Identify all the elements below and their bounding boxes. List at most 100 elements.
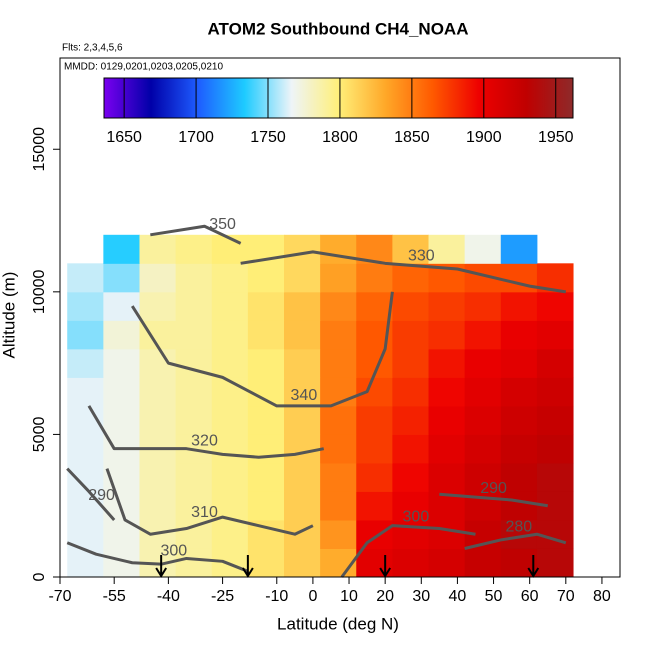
profile-arrow (527, 555, 540, 578)
heat-cell (536, 434, 574, 464)
heat-cell (211, 291, 249, 321)
heat-cell (211, 348, 249, 378)
heat-cell (464, 348, 502, 378)
heat-cell (211, 462, 249, 492)
heat-cell (247, 263, 285, 293)
heat-cell (392, 234, 430, 264)
heat-cell (175, 234, 213, 264)
subtitle: Flts: 2,3,4,5,6 (62, 43, 123, 54)
heat-cell (211, 263, 249, 293)
heat-cell (320, 263, 357, 293)
heat-cell (211, 491, 249, 521)
profile-arrow (242, 555, 254, 578)
heat-cell (392, 462, 430, 492)
heat-cell (356, 291, 393, 321)
y-tick-label: 5000 (31, 417, 48, 453)
heat-cell (175, 548, 213, 578)
x-tick-label: -10 (265, 588, 288, 605)
heat-cell (428, 548, 466, 578)
overlay: 300 310 320 340 330 350 290 290 300 280 (66, 216, 567, 578)
heat-cell (536, 405, 574, 435)
heat-cell (247, 434, 285, 464)
heat-cell (428, 462, 466, 492)
heat-cell (392, 405, 430, 435)
contour-label: 320 (191, 433, 218, 450)
x-tick-label: -40 (157, 588, 180, 605)
heat-cell (320, 434, 357, 464)
contour-line (150, 224, 242, 245)
heat-cell (356, 462, 393, 492)
heat-cell (284, 491, 321, 521)
heat-cell (464, 234, 502, 264)
heat-cell (175, 291, 213, 321)
contour-line (439, 492, 548, 508)
contour-line (130, 291, 394, 408)
heat-cell (284, 291, 321, 321)
x-tick-label: 0 (308, 588, 317, 605)
heat-cell (247, 548, 285, 578)
y-tick-label: 0 (31, 572, 48, 581)
heat-cell (464, 320, 502, 350)
colorbar-tick-label: 1950 (538, 129, 574, 146)
heat-cell (536, 320, 574, 350)
heat-cell (284, 234, 321, 264)
heat-cell (247, 405, 285, 435)
heat-cell (392, 491, 430, 521)
heat-cell (284, 434, 321, 464)
contour-line (87, 405, 325, 459)
heat-cell (139, 234, 177, 264)
heat-cell (103, 263, 140, 293)
heat-cell (536, 291, 574, 321)
x-tick-label: 10 (340, 588, 358, 605)
contour-label: 290 (88, 487, 115, 504)
heat-cell (247, 462, 285, 492)
heat-cell (139, 377, 177, 407)
heat-cell (356, 263, 393, 293)
chart-title: ATOM2 Southbound CH4_NOAA (208, 19, 469, 38)
x-axis-label: Latitude (deg N) (277, 614, 399, 633)
heat-cell (500, 348, 538, 378)
contour-label: 350 (209, 216, 236, 233)
contour-label: 280 (505, 518, 532, 535)
contour-line (105, 468, 314, 536)
contour-label: 290 (480, 480, 507, 497)
heat-cell (428, 348, 466, 378)
heat-cell (464, 434, 502, 464)
heat-cell (428, 405, 466, 435)
heat-cell (464, 291, 502, 321)
heat-cell (67, 291, 104, 321)
x-tick-label: 40 (449, 588, 467, 605)
heat-cell (284, 348, 321, 378)
heat-cell (67, 491, 104, 521)
heat-cell (67, 434, 104, 464)
heat-cell (392, 377, 430, 407)
contour-label: 330 (408, 247, 435, 264)
heat-cell (464, 377, 502, 407)
heat-cell (67, 348, 104, 378)
heat-cell (392, 263, 430, 293)
y-tick-label: 15000 (31, 127, 48, 172)
heat-cell (320, 491, 357, 521)
heat-cell (356, 377, 393, 407)
heat-cell (500, 434, 538, 464)
heat-cell (500, 234, 538, 264)
colorbar (103, 77, 574, 119)
contour-line (464, 532, 567, 550)
heat-cell (356, 519, 393, 549)
heat-cell (284, 320, 321, 350)
colorbar-tick-label: 1850 (394, 129, 430, 146)
contour-line (66, 467, 116, 521)
heat-cell (211, 434, 249, 464)
heat-cell (500, 405, 538, 435)
heat-cell (464, 405, 502, 435)
heat-cell (464, 462, 502, 492)
heat-cell (139, 491, 177, 521)
heat-cell (500, 462, 538, 492)
heat-cell (247, 491, 285, 521)
heat-cell (211, 320, 249, 350)
heat-cell (464, 548, 502, 578)
heat-cell (392, 320, 430, 350)
heat-cell (536, 377, 574, 407)
heat-cell (356, 405, 393, 435)
